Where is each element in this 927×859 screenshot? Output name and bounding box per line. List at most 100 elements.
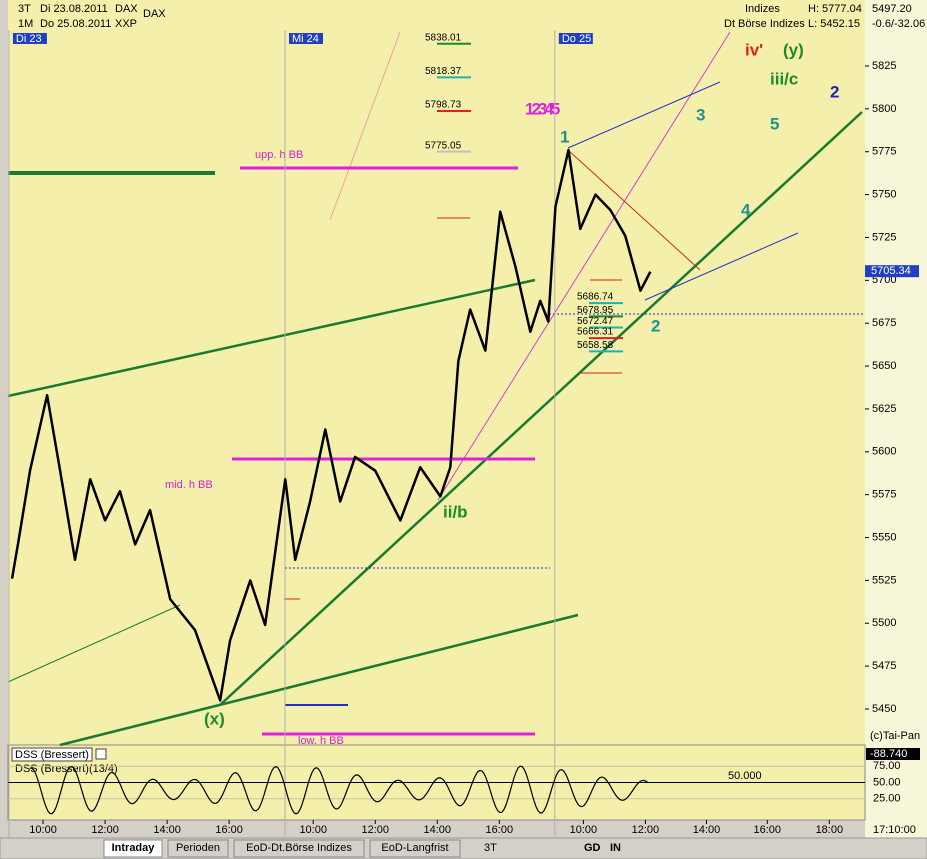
name: DAX	[143, 8, 166, 20]
x-tick-label: 10:00	[29, 824, 57, 836]
wave-label: 4	[741, 200, 751, 219]
osc-title-box	[11, 747, 93, 762]
level-label: 5686.74	[577, 292, 614, 303]
level-label: 5678.95	[577, 305, 614, 316]
market: Dt Börse Indizes	[724, 18, 805, 30]
y-tick-label: 5825	[872, 60, 896, 72]
osc-tick-label: 75.00	[873, 760, 901, 772]
x-tick-label: 14:00	[693, 824, 721, 836]
x-tick-label: 16:00	[486, 824, 514, 836]
group: Indizes	[745, 3, 780, 15]
level-label: 5775.05	[425, 140, 462, 151]
x-tick-label: 16:00	[215, 824, 243, 836]
osc-line	[29, 765, 649, 815]
wave-label: iv'	[745, 40, 763, 59]
price-line	[10, 148, 652, 702]
osc-current: -88.740	[870, 748, 907, 760]
x-tick-label: 14:00	[153, 824, 181, 836]
header-bg	[8, 0, 865, 30]
y-tick-label: 5700	[872, 274, 896, 286]
osc-add-button[interactable]	[95, 748, 107, 760]
from-date: Di 23.08.2011	[40, 3, 108, 15]
symbol: DAX	[115, 3, 138, 15]
to-date: Do 25.08.2011	[40, 18, 111, 30]
bb-label: upp. h BB	[255, 149, 303, 161]
wave-label: 1	[560, 127, 569, 146]
y-tick-label: 5800	[872, 103, 896, 115]
wave-label: iii/c	[770, 69, 798, 88]
day-label-box	[558, 33, 593, 44]
level-label: 5838.01	[425, 32, 462, 43]
y-tick-label: 5625	[872, 403, 896, 415]
day-label: Di 23	[16, 33, 42, 45]
y-tick-label: 5725	[872, 231, 896, 243]
channel-line	[437, 31, 731, 501]
header: 3T Di 23.08.2011 DAX DAX 1M Do 25.08.201…	[18, 3, 925, 30]
channel-line	[644, 232, 799, 301]
day-label: Do 25	[562, 33, 591, 45]
last: 5497.20	[872, 3, 912, 15]
tab-label[interactable]: EoD-Dt.Börse Indizes	[246, 842, 352, 854]
bb-label: mid. h BB	[165, 479, 213, 491]
period-select[interactable]: 3T	[484, 842, 497, 854]
trend-line	[59, 613, 579, 747]
wave-label: 2	[651, 316, 660, 335]
tab-label[interactable]: EoD-Langfrist	[381, 842, 448, 854]
toolbar: 3T GD IN 17:10:00	[0, 824, 927, 859]
last-price-box	[865, 265, 919, 278]
osc-reference: 50.000	[728, 770, 762, 782]
wave-label: ii/b	[443, 502, 468, 521]
exchange: XXP	[115, 18, 137, 30]
osc-tick-label: 25.00	[873, 793, 901, 805]
clock: 17:10:00	[873, 824, 916, 836]
tab-label[interactable]: Perioden	[176, 842, 220, 854]
level-label: 5658.58	[577, 340, 614, 351]
y-tick-label: 5750	[872, 189, 896, 201]
period: 3T	[18, 3, 31, 15]
x-tick-label: 10:00	[570, 824, 598, 836]
toolbar-bg	[0, 837, 927, 859]
annotations: upp. h BB mid. h BB low. h BB (x) ii/b 1…	[165, 40, 920, 746]
x-tick-label: 12:00	[91, 824, 119, 836]
trend-line	[7, 604, 181, 683]
bb-label: low. h BB	[298, 735, 344, 747]
last-price: 5705.34	[871, 265, 911, 277]
axis-bg	[865, 0, 927, 838]
tab[interactable]	[233, 839, 365, 858]
y-tick-label: 5450	[872, 703, 896, 715]
channel-line	[329, 31, 401, 221]
plot-bg	[8, 30, 865, 745]
count-label: 12345	[525, 99, 560, 118]
tab-label[interactable]: Intraday	[112, 842, 156, 854]
osc-tick-label: 50.00	[873, 776, 901, 788]
oscillator: DSS (Bressert) DSS (Bressert)(13/4) 50.0…	[11, 747, 920, 782]
x-tick-label: 14:00	[424, 824, 452, 836]
low: L: 5452.15	[808, 18, 860, 30]
copyright: (c)Tai-Pan	[870, 730, 920, 742]
drawings	[7, 31, 865, 747]
level-label: 5798.73	[425, 100, 462, 111]
x-tick-label: 16:00	[754, 824, 782, 836]
y-tick-label: 5775	[872, 146, 896, 158]
change: -0.6/-32.06	[872, 18, 925, 30]
in-button[interactable]: IN	[610, 842, 621, 854]
tab[interactable]	[103, 839, 163, 858]
tab[interactable]	[167, 839, 229, 858]
tab[interactable]	[369, 839, 461, 858]
wave-label: (y)	[783, 40, 804, 59]
wave-label: (x)	[204, 709, 225, 728]
x-tick-label: 18:00	[816, 824, 844, 836]
y-tick-label: 5525	[872, 574, 896, 586]
day-label-box	[288, 33, 323, 44]
day-label-box	[12, 33, 47, 44]
y-tick-label: 5500	[872, 617, 896, 629]
y-tick-label: 5650	[872, 360, 896, 372]
gd-button[interactable]: GD	[584, 842, 601, 854]
trend-line	[7, 278, 536, 398]
wave-label: 2	[830, 82, 839, 101]
high: H: 5777.04	[808, 3, 862, 15]
x-tick-label: 12:00	[361, 824, 389, 836]
x-tick-label: 12:00	[632, 824, 660, 836]
y-tick-label: 5600	[872, 446, 896, 458]
